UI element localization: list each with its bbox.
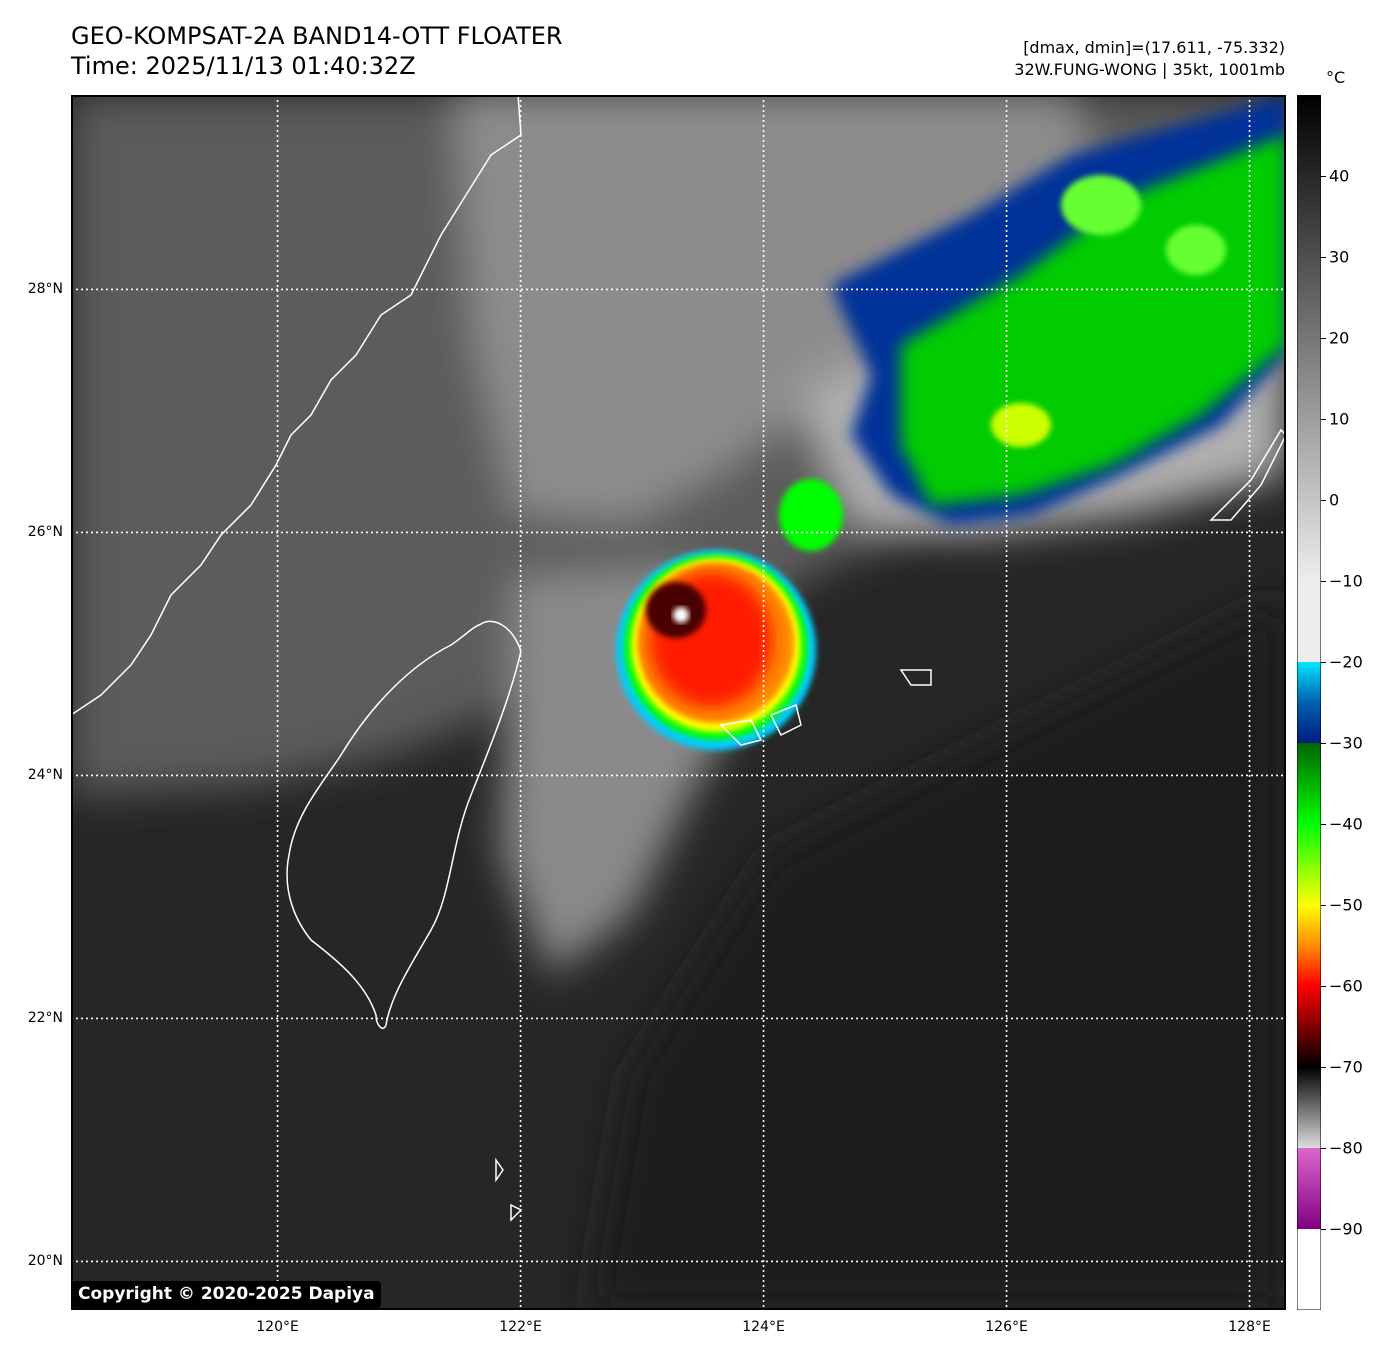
colorbar-tick-label: 30 [1329,247,1350,267]
colorbar-gradient [1297,95,1321,1310]
lon-tick-label: 126°E [985,1319,1028,1335]
colorbar [1297,95,1321,1310]
cloud-field-light [451,95,1121,525]
small-islands-south [495,1157,523,1222]
colorbar-tick-mark [1321,1148,1326,1149]
colorbar-tick-mark [1321,1229,1326,1230]
yaeyama-islands [719,669,932,746]
lon-tick-label: 122°E [499,1319,542,1335]
lat-tick-label: 24°N [27,767,63,784]
copyright-badge: Copyright © 2020-2025 Dapiya [72,1281,381,1308]
cell-green-2 [1166,225,1226,275]
colorbar-tick-mark [1321,986,1326,987]
colorbar-tick-label: 20 [1329,328,1350,348]
colorbar-tick-label: −80 [1329,1138,1363,1158]
coastlines [71,95,1286,1222]
colorbar-tick-label: −40 [1329,814,1363,834]
lat-tick-label: 26°N [27,524,63,541]
map-frame [71,95,1286,1310]
lat-tick-label: 28°N [27,281,63,298]
cell-yellowgreen [991,403,1051,447]
colorbar-tick-mark [1321,338,1326,339]
colorbar-tick-label: 0 [1329,490,1340,510]
lon-tick-label: 120°E [256,1319,299,1335]
ryukyu-islands [1209,428,1286,521]
chart-title: GEO-KOMPSAT-2A BAND14-OTT FLOATER [71,22,563,50]
colorbar-tick-mark [1321,905,1326,906]
colorbar-tick-mark [1321,419,1326,420]
colorbar-tick-mark [1321,662,1326,663]
colorbar-tick-mark [1321,1067,1326,1068]
taiwan-coastline [286,620,522,1029]
clear-sky-dark [591,595,1286,1310]
colorbar-tick-mark [1321,581,1326,582]
colorbar-tick-label: −50 [1329,895,1363,915]
cell-green-3 [779,479,843,551]
colorbar-tick-label: −70 [1329,1057,1363,1077]
storm-core-white [673,607,689,623]
colorbar-tick-label: −20 [1329,652,1363,672]
colorbar-tick-mark [1321,176,1326,177]
colorbar-unit: °C [1326,68,1346,87]
satellite-map [71,95,1286,1310]
colorbar-tick-mark [1321,824,1326,825]
dmax-dmin-readout: [dmax, dmin]=(17.611, -75.332) [1023,38,1285,57]
lon-tick-label: 124°E [742,1319,785,1335]
lon-tick-label: 128°E [1228,1319,1271,1335]
colorbar-tick-label: 10 [1329,409,1350,429]
colorbar-tick-mark [1321,257,1326,258]
colorbar-tick-label: 40 [1329,166,1350,186]
colorbar-tick-label: −90 [1329,1219,1363,1239]
timestamp: Time: 2025/11/13 01:40:32Z [71,52,416,80]
storm-info: 32W.FUNG-WONG | 35kt, 1001mb [1014,60,1285,79]
colorbar-tick-label: −10 [1329,571,1363,591]
colorbar-tick-label: −60 [1329,976,1363,996]
colorbar-tick-mark [1321,500,1326,501]
china-coastline [71,95,522,716]
colorbar-tick-mark [1321,743,1326,744]
cell-green-1 [1061,175,1141,235]
lat-tick-label: 22°N [27,1010,63,1027]
satellite-imagery [71,95,1286,1310]
lat-tick-label: 20°N [27,1253,63,1270]
colorbar-tick-label: −30 [1329,733,1363,753]
